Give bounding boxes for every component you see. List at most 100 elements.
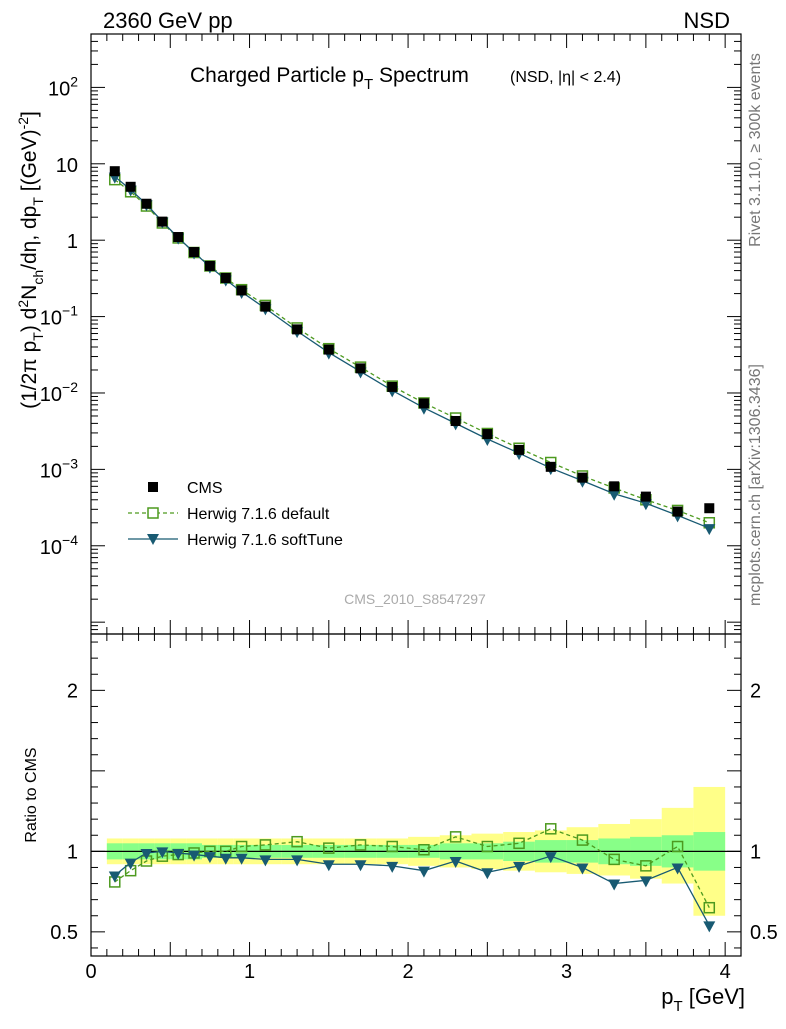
legend-marker-softtune [147, 534, 159, 545]
main-point-data [672, 506, 683, 517]
main-point-data [482, 429, 493, 440]
ratio-y-label: Ratio to CMS [23, 747, 40, 842]
ratio-point-softtune [291, 855, 304, 867]
energy-label: 2360 GeV pp [103, 8, 233, 33]
ratio-point-softtune [671, 863, 684, 875]
main-y-tick-label: 10−1 [40, 303, 78, 330]
legend-item-default: Herwig 7.1.6 default [128, 506, 330, 523]
rivet-label: Rivet 3.1.10, ≥ 300k events [747, 53, 764, 247]
mcplots-label: mcplots.cern.ch [arXiv:1306.3436] [747, 364, 764, 606]
x-tick-label: 0 [85, 961, 96, 983]
legend-item-cms: CMS [148, 480, 223, 497]
legend-marker-cms [148, 482, 158, 492]
main-point-data [189, 247, 200, 258]
ratio-point-softtune [513, 861, 526, 873]
ratio-point-softtune [639, 876, 652, 888]
main-title-extra: (NSD, |η| < 2.4) [510, 69, 621, 86]
legend-label-softtune: Herwig 7.1.6 softTune [187, 532, 343, 549]
main-point-data [157, 216, 168, 227]
ratio-point-default [545, 823, 557, 835]
ratio-y-tick-label-right: 2 [750, 680, 761, 702]
main-point-softtune [639, 499, 652, 511]
analysis-id: CMS_2010_S8547297 [344, 591, 486, 607]
main-point-data [640, 491, 651, 502]
main-point-data [577, 472, 588, 483]
ratio-y-tick-label: 2 [67, 680, 78, 702]
main-point-data [109, 166, 120, 177]
main-y-tick-label: 10−2 [40, 379, 78, 406]
ratio-point-softtune [449, 857, 462, 869]
main-point-data [260, 301, 271, 312]
ratio-point-softtune [124, 858, 137, 870]
legend-marker-default [147, 507, 159, 519]
main-y-tick-label: 10−4 [40, 532, 78, 559]
ratio-point-default [235, 840, 248, 853]
ratio-point-softtune [322, 860, 335, 872]
ratio-point-default [386, 840, 398, 853]
main-point-data [141, 198, 152, 209]
ratio-point-default [481, 840, 494, 853]
ratio-point-softtune [108, 871, 121, 883]
ratio-point-default [323, 842, 335, 854]
ratio-point-default [703, 901, 716, 914]
ratio-point-default [513, 837, 525, 850]
main-line-softtune [114, 176, 710, 529]
ratio-point-softtune [576, 863, 589, 875]
main-point-data [125, 181, 136, 192]
x-axis-label: pT [GeV] [661, 984, 745, 1015]
legend-label-cms: CMS [187, 480, 223, 497]
main-point-data [355, 363, 366, 374]
ratio-point-softtune [608, 879, 621, 891]
ratio-point-default [259, 839, 272, 851]
x-tick-label: 2 [403, 961, 414, 983]
main-point-data [236, 285, 247, 296]
main-point-softtune [703, 524, 716, 536]
main-line-default [114, 179, 710, 524]
main-y-tick-label: 10 [56, 155, 78, 177]
legend-item-softtune: Herwig 7.1.6 softTune [128, 532, 343, 549]
ratio-point-softtune [235, 853, 248, 865]
x-tick-label: 3 [561, 961, 572, 983]
ratio-point-softtune [188, 850, 201, 862]
main-point-data [609, 481, 620, 492]
ratio-point-softtune [703, 921, 716, 933]
ratio-point-default [576, 834, 589, 846]
legend: CMS Herwig 7.1.6 default Herwig 7.1.6 so… [128, 480, 343, 549]
main-point-data [292, 324, 303, 335]
ratio-point-default [640, 860, 652, 872]
ratio-point-softtune [481, 868, 494, 880]
ratio-point-softtune [259, 855, 272, 867]
ratio-y-tick-label: 0.5 [50, 922, 78, 944]
ratio-point-default [449, 831, 462, 843]
ratio-point-softtune [354, 860, 367, 872]
ratio-point-softtune [203, 852, 216, 864]
main-y-tick-label: 10−3 [40, 455, 78, 482]
main-point-data [220, 272, 231, 283]
x-tick-label: 4 [720, 961, 731, 983]
main-title: Charged Particle pT Spectrum [190, 64, 469, 93]
main-point-data [418, 398, 429, 409]
ratio-y-tick-label: 1 [67, 841, 78, 863]
ratio-point-default [418, 843, 430, 856]
main-point-data [514, 444, 525, 455]
ratio-point-softtune [156, 847, 169, 859]
ratio-point-softtune [417, 866, 430, 878]
main-point-data [387, 381, 398, 392]
main-point-data [323, 344, 334, 355]
main-point-softtune [608, 489, 621, 501]
ratio-point-softtune [219, 853, 232, 865]
ratio-point-default [608, 853, 620, 866]
ratio-y-tick-label-right: 0.5 [750, 922, 778, 944]
main-y-tick-label: 102 [48, 73, 78, 100]
main-y-tick-label: 1 [67, 231, 78, 253]
ratio-plot-frame [90, 633, 742, 957]
ratio-point-default [291, 835, 303, 848]
ratio-point-softtune [386, 861, 399, 873]
main-point-data [450, 415, 461, 426]
main-point-data [173, 232, 184, 243]
main-point-data [704, 503, 715, 514]
ratio-point-softtune [140, 848, 153, 860]
ratio-point-softtune [172, 848, 185, 860]
process-label: NSD [684, 8, 730, 33]
